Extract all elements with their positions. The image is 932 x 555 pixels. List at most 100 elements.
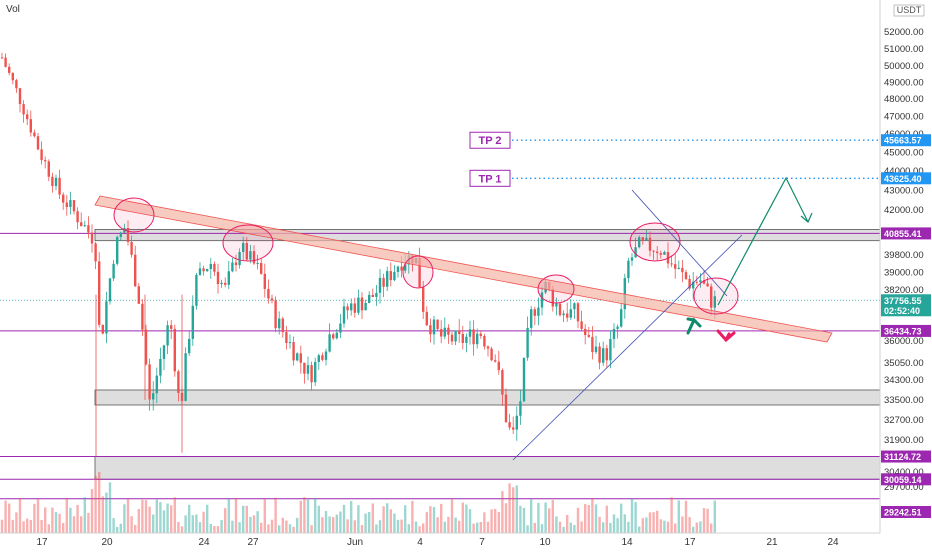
candle-body: [375, 292, 378, 297]
candle-body: [494, 360, 497, 362]
volume-bar: [411, 500, 414, 533]
volume-bar: [144, 500, 148, 533]
volume-bar: [522, 507, 526, 533]
candle-body: [566, 313, 569, 318]
tp2-level-badge[interactable]: [881, 134, 931, 147]
candle-body: [573, 303, 576, 310]
candle-body: [26, 114, 29, 120]
volume-bar: [702, 508, 706, 533]
volume-bar: [242, 505, 245, 533]
candle-body: [400, 266, 403, 271]
volume-bar: [360, 524, 364, 533]
volume-bar: [540, 524, 544, 533]
candle-body: [458, 330, 461, 334]
candle-body: [396, 266, 400, 272]
volume-bar: [512, 487, 515, 533]
time-axis[interactable]: 17 20 24 27 Jun 4 7 10 14 17 21 24: [0, 532, 880, 548]
highlight-circle: [537, 274, 575, 304]
candle-body: [551, 289, 554, 307]
volume-bar: [620, 503, 623, 533]
candle-body: [54, 177, 58, 187]
candle-body: [382, 277, 385, 287]
target-box[interactable]: [469, 131, 511, 149]
volume-bar: [429, 506, 432, 533]
volume-bar: [148, 506, 151, 533]
candle-body: [94, 243, 97, 262]
candle-body: [188, 338, 191, 354]
low-level-2-badge[interactable]: [881, 473, 931, 486]
price-tick-label: 34300.00: [884, 375, 924, 386]
volume-bar: [681, 516, 684, 533]
highlight-circle: [402, 255, 434, 289]
price-axis[interactable]: 52000.00 51000.00 50000.00 49000.00 48000.00…: [879, 0, 931, 533]
candle-body: [393, 271, 396, 281]
tp1-level-badge[interactable]: [881, 172, 931, 185]
volume-bar: [162, 510, 166, 533]
current-price-badge[interactable]: [881, 294, 931, 307]
countdown-badge[interactable]: [881, 304, 931, 317]
candle-body: [630, 257, 634, 261]
sr-zone: [94, 229, 881, 242]
volume-bar: [544, 502, 547, 533]
candle-body: [404, 264, 407, 271]
volume-bar: [576, 507, 580, 533]
volume-bar: [54, 512, 58, 533]
volume-bar: [22, 521, 25, 533]
price-tick-label: 36000.00: [884, 336, 924, 347]
candle-body: [526, 327, 529, 358]
candle-body: [422, 287, 425, 312]
candle-body: [299, 353, 302, 363]
candle-body: [80, 222, 83, 227]
low-level-2-badge-text: 30059.14: [884, 475, 922, 485]
candle-body: [602, 348, 605, 363]
volume-bar: [418, 526, 421, 533]
candle-body: [47, 161, 50, 177]
candle-body: [191, 305, 194, 339]
candle-body: [314, 361, 317, 383]
up-arrow-icon: [686, 317, 702, 335]
candle-body: [692, 281, 695, 289]
candle-body: [177, 371, 180, 393]
candle-body: [486, 346, 490, 349]
volume-bar: [256, 511, 259, 533]
volume-bar: [479, 522, 482, 533]
volume-bar: [29, 520, 32, 533]
candle-body: [652, 250, 655, 252]
candle-body: [641, 237, 644, 240]
candle-body: [335, 332, 338, 339]
volume-bar: [461, 502, 464, 533]
volume-bar: [123, 504, 126, 533]
volume-bar: [386, 503, 389, 533]
time-tick-label: 10: [539, 537, 551, 548]
candle-body: [83, 225, 86, 227]
candle-body: [245, 243, 248, 260]
target-box[interactable]: [469, 169, 511, 187]
candle-body: [386, 271, 389, 287]
volume-bar: [170, 505, 173, 533]
resistance-level-badge[interactable]: [881, 227, 931, 240]
volume-bar: [468, 509, 472, 533]
drawings: TP 2 TP 1: [94, 131, 880, 461]
time-tick-label: 21: [766, 537, 778, 548]
volume-bar: [184, 515, 187, 533]
candle-body: [288, 342, 292, 344]
candle-body: [681, 267, 684, 273]
volume-bar: [562, 526, 565, 533]
volume-bar: [486, 521, 490, 533]
low-level-3-badge[interactable]: [881, 506, 931, 518]
volume-bar: [296, 517, 299, 533]
volume-bar: [602, 522, 605, 533]
volume-bar: [11, 519, 14, 533]
volume-bar: [227, 498, 230, 533]
support-level-badge[interactable]: [881, 324, 931, 337]
price-tick-label: 44000.00: [884, 166, 924, 177]
candle-body: [612, 328, 616, 340]
low-level-1-badge[interactable]: [881, 450, 931, 463]
candle-body: [33, 132, 36, 137]
volume-bar: [33, 503, 36, 533]
volume-bar: [252, 515, 256, 533]
volume-bar: [634, 502, 637, 533]
volume-bar: [209, 523, 212, 533]
